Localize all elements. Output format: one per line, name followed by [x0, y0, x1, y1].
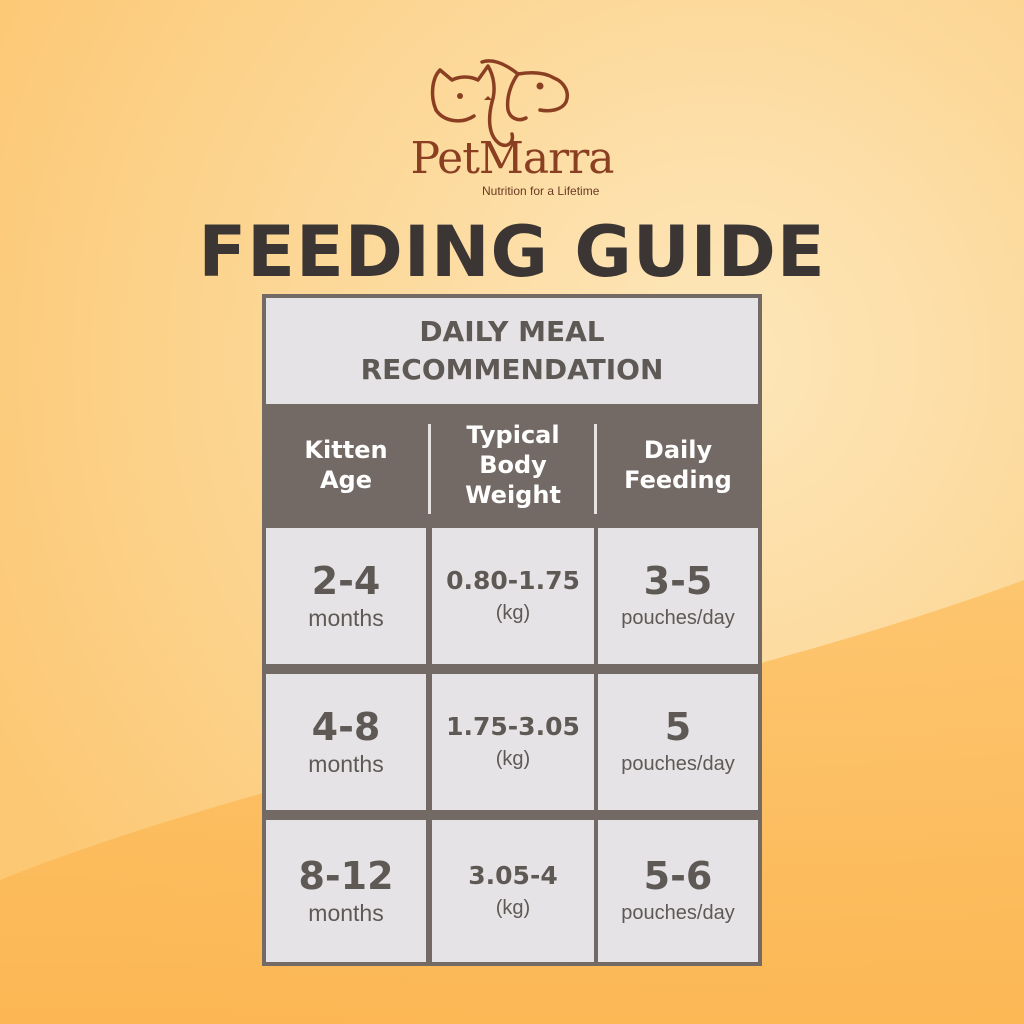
cell-feeding-row-2: 5 pouches/day [598, 674, 758, 810]
cell-feeding-row-3: 5-6 pouches/day [598, 820, 758, 962]
cell-weight-row-2: 1.75-3.05 (kg) [432, 674, 594, 810]
weight-unit: (kg) [495, 897, 531, 919]
column-header-label: Kitten Age [304, 436, 388, 494]
age-unit: months [308, 751, 384, 777]
cat-and-dog-outline-icon [430, 59, 569, 147]
feeding-unit: pouches/day [621, 902, 735, 924]
weight-unit: (kg) [495, 748, 531, 770]
feeding-table: DAILY MEAL RECOMMENDATION Kitten Age Typ… [262, 294, 762, 966]
feeding-unit: pouches/day [621, 607, 735, 629]
cell-age-row-1: 2-4 months [266, 528, 426, 664]
weight-range: 0.80-1.75 [446, 566, 580, 595]
column-header-label: Daily Feeding [624, 436, 732, 494]
cell-age-row-3: 8-12 months [266, 820, 426, 962]
feeding-amount: 5 [664, 705, 692, 749]
column-header-label: Typical Body Weight [465, 421, 561, 509]
cell-feeding-row-1: 3-5 pouches/day [598, 528, 758, 664]
brand-name: PetMarra [410, 133, 615, 184]
feeding-amount: 3-5 [643, 559, 713, 603]
table-heading: DAILY MEAL RECOMMENDATION [266, 298, 758, 404]
feeding-unit: pouches/day [621, 753, 735, 775]
table-heading-text: DAILY MEAL RECOMMENDATION [360, 315, 664, 386]
column-divider [428, 424, 431, 514]
weight-range: 1.75-3.05 [446, 712, 580, 741]
age-range: 4-8 [311, 705, 381, 749]
column-header-kitten-age: Kitten Age [266, 410, 426, 520]
cell-weight-row-3: 3.05-4 (kg) [432, 820, 594, 962]
column-header-daily-feeding: Daily Feeding [598, 410, 758, 520]
column-divider [594, 424, 597, 514]
weight-range: 3.05-4 [468, 861, 558, 890]
page-title: FEEDING GUIDE [198, 211, 826, 293]
brand-tagline: Nutrition for a Lifetime [482, 184, 600, 198]
column-header-body-weight: Typical Body Weight [432, 410, 594, 520]
cell-age-row-2: 4-8 months [266, 674, 426, 810]
cell-weight-row-1: 0.80-1.75 (kg) [432, 528, 594, 664]
feeding-amount: 5-6 [643, 854, 713, 898]
age-range: 8-12 [298, 854, 394, 898]
weight-unit: (kg) [495, 602, 531, 624]
age-unit: months [308, 605, 384, 631]
age-range: 2-4 [311, 559, 381, 603]
age-unit: months [308, 900, 384, 926]
